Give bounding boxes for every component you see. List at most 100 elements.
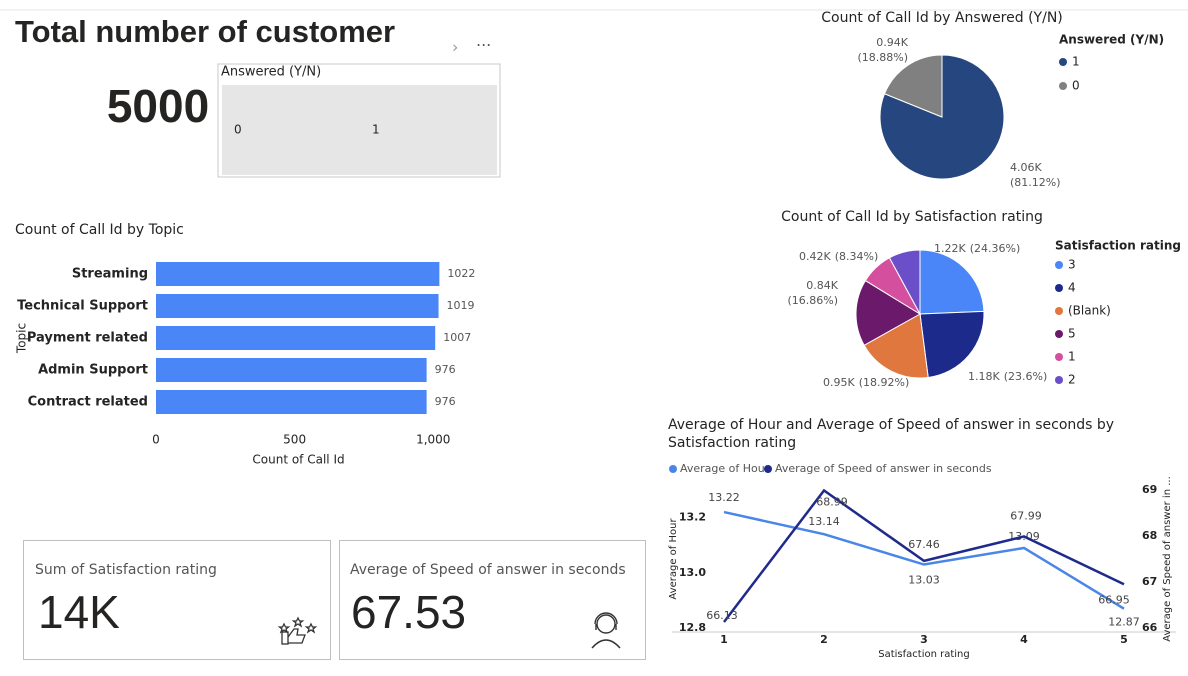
bar [156, 262, 440, 286]
y-axis-label: Topic [15, 323, 29, 354]
value-label: 1.18K [968, 370, 1000, 383]
pie-slice [863, 313, 929, 379]
data-label: 13.14 [808, 515, 840, 528]
data-label: 13.22 [708, 491, 740, 504]
x-tick-label: 1,000 [416, 433, 450, 447]
slicer-frame [217, 63, 501, 178]
x-tick-label: 2 [820, 633, 828, 646]
value-label: 1.22K [934, 242, 966, 255]
pie-slice [919, 249, 985, 315]
legend-marker [1059, 58, 1067, 66]
legend-label: 4 [1068, 281, 1076, 295]
percent-label: (18.88%) [857, 51, 908, 64]
slicer-title: Answered (Y/N) [221, 65, 321, 80]
bar [156, 294, 439, 318]
value-label: 0.84K [806, 279, 838, 292]
pie-slice [919, 310, 985, 379]
legend-marker [1055, 376, 1063, 384]
pie-slice [883, 54, 943, 118]
value-label: 0.95K [823, 376, 855, 389]
data-label: 66.95 [1098, 593, 1130, 606]
pie-slice [855, 279, 921, 346]
pie-slice [888, 249, 921, 315]
value-label: 0.94K [876, 36, 908, 49]
y-tick-label: 12.8 [679, 621, 706, 634]
data-label: 1.18K (23.6%) [968, 370, 1047, 383]
agent-icon [591, 612, 621, 649]
line-chart-title: Average of Hour and Average of Speed of … [668, 417, 1115, 451]
slicer-option[interactable]: 0 [234, 123, 242, 137]
x-axis-label: Satisfaction rating [878, 649, 970, 660]
y2-tick-label: 66 [1142, 621, 1158, 634]
bar [156, 390, 427, 414]
card-value: 67.53 [351, 586, 466, 638]
legend-label: Average of Speed of answer in seconds [775, 462, 992, 475]
x-axis-label: Count of Call Id [252, 453, 344, 467]
y-tick-label: Streaming [72, 267, 148, 282]
x-tick-label: 4 [1020, 633, 1028, 646]
chart-title: Count of Call Id by Answered (Y/N) [821, 10, 1063, 26]
data-label: 12.87 [1108, 616, 1140, 629]
data-label: 0.42K (8.34%) [799, 250, 878, 263]
x-tick-label: 1 [720, 633, 728, 646]
data-label: 1.22K (24.36%) [934, 242, 1020, 255]
legend-marker [1055, 330, 1063, 338]
slicer-body[interactable] [222, 85, 497, 175]
x-tick-label: 0 [152, 433, 160, 447]
y-axis-label: Average of Hour [668, 518, 679, 600]
legend-label: 3 [1068, 258, 1076, 272]
legend-marker [1059, 82, 1067, 90]
kpi-value: 5000 [107, 80, 209, 132]
data-label: 1019 [447, 299, 475, 312]
chevron[interactable]: › [452, 38, 458, 57]
data-label: 976 [435, 395, 456, 408]
bar [156, 358, 427, 382]
card-label: Sum of Satisfaction rating [35, 562, 217, 578]
data-label: 13.03 [908, 574, 940, 587]
data-label: 1007 [443, 331, 471, 344]
legend-label: (Blank) [1068, 304, 1111, 318]
legend-marker [1055, 261, 1063, 269]
value-label: 4.06K [1010, 161, 1042, 174]
y-tick-label: Technical Support [17, 299, 148, 314]
x-tick-label: 5 [1120, 633, 1128, 646]
y-tick-label: 13.2 [679, 511, 706, 524]
y2-tick-label: 68 [1142, 529, 1157, 542]
bar [156, 326, 436, 350]
y2-tick-label: 67 [1142, 575, 1157, 588]
slicer-option[interactable]: 1 [372, 123, 380, 137]
data-label: 66.13 [706, 609, 738, 622]
legend-marker [1055, 353, 1063, 361]
legend-marker [669, 465, 677, 473]
y2-axis-label: Average of Speed of answer in ... [1162, 476, 1173, 642]
chart-title: Count of Call Id by Topic [15, 222, 184, 238]
y-tick-label: Payment related [27, 331, 148, 346]
value-label: 0.42K [799, 250, 831, 263]
percent-label: (8.34%) [835, 250, 879, 263]
legend-title: Satisfaction rating [1055, 239, 1181, 253]
y-tick-label: Contract related [28, 395, 148, 410]
y2-tick-label: 69 [1142, 483, 1157, 496]
y-tick-label: Admin Support [38, 363, 148, 378]
percent-label: (24.36%) [970, 242, 1021, 255]
line-series [723, 510, 1125, 610]
legend-label: 1 [1072, 55, 1080, 69]
legend-label: Average of Hour [680, 462, 770, 475]
card-label: Average of Speed of answer in seconds [350, 562, 626, 578]
legend-label: 0 [1072, 79, 1080, 93]
legend-label: 2 [1068, 373, 1076, 387]
legend-label: 5 [1068, 327, 1076, 341]
card [339, 540, 646, 660]
legend-marker [1055, 307, 1063, 315]
data-label: 68.99 [816, 495, 848, 508]
line-series [723, 488, 1125, 623]
percent-label: (81.12%) [1010, 176, 1061, 189]
x-tick-label: 500 [283, 433, 306, 447]
x-tick-label: 3 [920, 633, 928, 646]
percent-label: (16.86%) [787, 294, 838, 307]
data-label: 0.95K (18.92%) [823, 376, 909, 389]
more-options[interactable]: ··· [476, 36, 491, 55]
page-title: Total number of customer [15, 14, 395, 49]
percent-label: (23.6%) [1004, 370, 1048, 383]
